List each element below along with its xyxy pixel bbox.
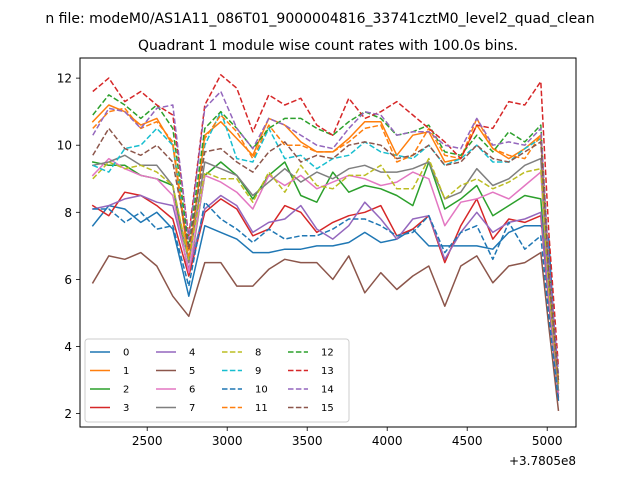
- y-tick-label: 6: [64, 273, 72, 287]
- legend-label-11: 11: [255, 403, 268, 414]
- y-tick-label: 10: [57, 139, 72, 153]
- y-axis: 2 4 6 8 10 12: [57, 72, 80, 421]
- series-layer: [91, 74, 560, 412]
- legend-label-15: 15: [321, 403, 334, 414]
- series-line-10: [92, 201, 560, 401]
- y-tick-label: 2: [64, 407, 72, 421]
- legend-label-0: 0: [123, 348, 129, 359]
- series-line-9: [92, 110, 560, 381]
- series-line-15: [92, 127, 560, 381]
- y-tick-label: 8: [64, 206, 72, 220]
- series-line-13: [92, 74, 560, 367]
- x-axis: 2500 3000 3500 4000 4500 5000: [132, 427, 563, 448]
- legend-label-13: 13: [321, 366, 334, 377]
- series-line-0: [91, 204, 560, 401]
- x-tick-label: 4500: [452, 434, 483, 448]
- axes-frame: [79, 57, 577, 428]
- legend-box: [84, 338, 350, 423]
- chart-title: Quadrant 1 module wise count rates with …: [138, 38, 518, 54]
- x-tick-label: 5000: [532, 434, 563, 448]
- series-line-8: [92, 157, 560, 384]
- y-tick-label: 12: [57, 72, 72, 86]
- legend-label-5: 5: [189, 366, 195, 377]
- legend-label-10: 10: [255, 385, 268, 396]
- x-tick-label: 4000: [372, 434, 403, 448]
- legend-label-9: 9: [255, 366, 261, 377]
- legend-label-12: 12: [321, 348, 334, 359]
- x-tick-label: 2500: [132, 434, 163, 448]
- x-tick-label: 3000: [212, 434, 243, 448]
- x-tick-label: 3500: [292, 434, 323, 448]
- series-line-12: [92, 94, 560, 377]
- series-line-14: [92, 90, 560, 374]
- x-offset-label: +3.7805e8: [509, 454, 576, 468]
- series-line-5: [91, 251, 560, 412]
- legend-label-8: 8: [255, 348, 261, 359]
- legend-label-3: 3: [123, 403, 129, 414]
- legend-label-4: 4: [189, 348, 195, 359]
- series-line-4: [91, 194, 560, 395]
- legend-label-6: 6: [189, 385, 195, 396]
- series-line-11: [92, 107, 560, 381]
- legend-label-14: 14: [321, 385, 334, 396]
- y-tick-label: 4: [64, 340, 72, 354]
- series-line-6: [91, 157, 560, 395]
- legend-label-1: 1: [123, 366, 129, 377]
- legend-label-7: 7: [189, 403, 195, 414]
- figure-suptitle: n file: modeM0/AS1A11_086T01_9000004816_…: [45, 11, 594, 27]
- legend-label-2: 2: [123, 385, 129, 396]
- series-line-3: [91, 191, 560, 398]
